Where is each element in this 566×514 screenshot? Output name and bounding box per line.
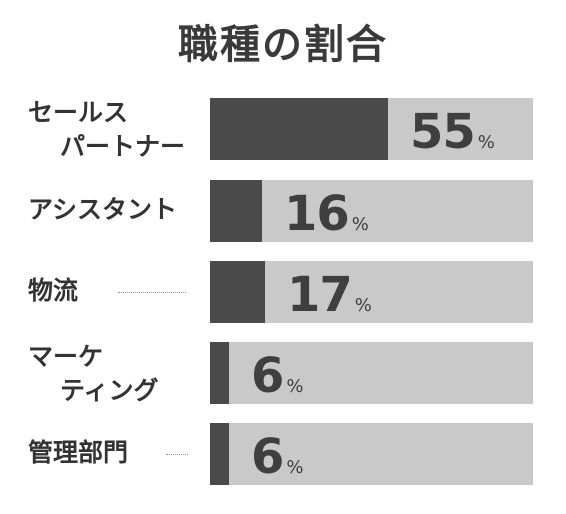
bar — [210, 180, 262, 242]
data-label-unit: % — [286, 376, 304, 397]
bar-track: 55% — [210, 98, 533, 160]
bar-track: 16% — [210, 180, 533, 242]
data-label-value: 6 — [251, 429, 284, 485]
category-label-line: ティング — [60, 376, 159, 405]
bar-track: 6% — [210, 423, 533, 485]
bar-row: マーケティング 6% — [0, 342, 566, 406]
category-label: アシスタント — [28, 195, 178, 224]
bar — [210, 98, 388, 160]
bar-row: アシスタント 16% — [0, 180, 566, 244]
bar-track: 6% — [210, 342, 533, 404]
data-label-unit: % — [286, 457, 304, 478]
data-label-value: 55 — [410, 104, 476, 160]
data-label: 16% — [284, 180, 369, 242]
data-label: 55% — [410, 98, 495, 160]
bar-track: 17% — [210, 261, 533, 323]
category-label: セールスパートナー — [28, 96, 185, 164]
category-label-line: パートナー — [60, 132, 186, 161]
category-label: 物流 — [28, 276, 79, 305]
data-label: 6% — [251, 423, 304, 485]
data-label: 17% — [287, 261, 372, 323]
data-label: 6% — [251, 342, 304, 404]
category-label-line: マーケ — [28, 342, 104, 371]
data-label-unit: % — [351, 214, 369, 235]
category-label-line: セールス — [28, 98, 129, 127]
data-label-value: 16 — [284, 186, 350, 242]
chart-title: 職種の割合 — [178, 22, 388, 68]
data-label-value: 6 — [251, 348, 284, 404]
dotted-leader — [166, 454, 188, 455]
data-label-unit: % — [354, 295, 372, 316]
bar-row: 管理部門 6% — [0, 423, 566, 487]
bar-row: 物流 17% — [0, 261, 566, 325]
data-label-value: 17 — [287, 267, 353, 323]
bar — [210, 261, 265, 323]
data-label-unit: % — [477, 132, 495, 153]
dotted-leader — [118, 292, 186, 293]
bar — [210, 423, 229, 485]
bar-row: セールスパートナー 55% — [0, 98, 566, 162]
category-label: マーケティング — [28, 340, 159, 408]
bar — [210, 342, 229, 404]
category-label: 管理部門 — [28, 438, 129, 467]
